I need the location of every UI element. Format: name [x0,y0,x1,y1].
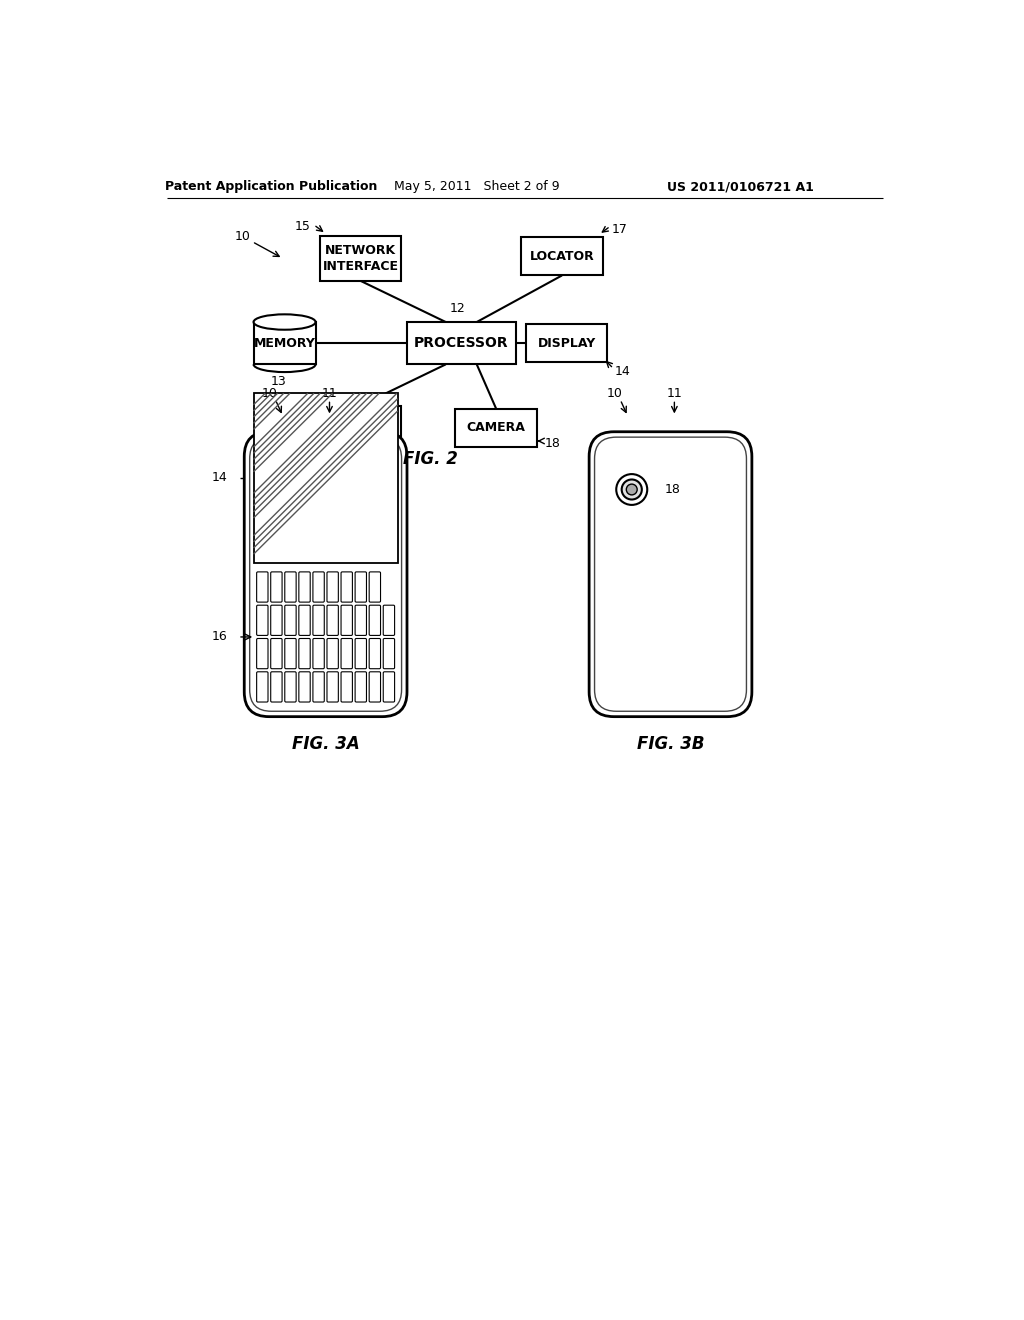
FancyBboxPatch shape [257,572,268,602]
Text: 16: 16 [211,631,227,643]
FancyBboxPatch shape [257,639,268,669]
Text: NETWORK: NETWORK [325,244,396,257]
Bar [526,323,607,363]
FancyBboxPatch shape [285,572,296,602]
FancyBboxPatch shape [313,572,325,602]
FancyBboxPatch shape [383,672,394,702]
FancyBboxPatch shape [285,672,296,702]
FancyBboxPatch shape [355,639,367,669]
Circle shape [622,479,642,499]
FancyBboxPatch shape [341,672,352,702]
FancyBboxPatch shape [355,605,367,635]
Text: 18: 18 [545,437,560,450]
Text: US 2011/0106721 A1: US 2011/0106721 A1 [667,181,814,194]
Text: CAMERA: CAMERA [467,421,525,434]
Bar [456,409,537,447]
Circle shape [627,484,637,495]
FancyBboxPatch shape [327,605,338,635]
Text: 14: 14 [211,471,227,484]
FancyBboxPatch shape [313,672,325,702]
Text: 18: 18 [665,483,680,496]
FancyBboxPatch shape [270,672,282,702]
FancyBboxPatch shape [245,432,407,717]
FancyBboxPatch shape [299,605,310,635]
FancyBboxPatch shape [285,639,296,669]
FancyBboxPatch shape [313,605,325,635]
Bar [521,238,603,276]
Text: 11: 11 [667,387,682,400]
Bar [254,393,397,562]
FancyBboxPatch shape [589,432,752,717]
Text: May 5, 2011   Sheet 2 of 9: May 5, 2011 Sheet 2 of 9 [394,181,559,194]
FancyBboxPatch shape [285,605,296,635]
Text: INTERFACE: INTERFACE [323,260,398,273]
FancyBboxPatch shape [383,639,394,669]
Bar [319,236,401,281]
Text: 17: 17 [611,223,628,236]
Text: DEVICE: DEVICE [335,429,386,442]
FancyBboxPatch shape [370,639,381,669]
FancyBboxPatch shape [313,639,325,669]
FancyBboxPatch shape [270,639,282,669]
FancyBboxPatch shape [327,572,338,602]
Text: 12: 12 [450,302,465,314]
Bar [254,322,315,364]
Text: LOCATOR: LOCATOR [529,249,594,263]
FancyBboxPatch shape [327,672,338,702]
FancyBboxPatch shape [370,605,381,635]
FancyBboxPatch shape [299,639,310,669]
Text: 10: 10 [262,387,278,400]
Text: 11: 11 [322,387,337,400]
Text: INPUT: INPUT [339,413,382,426]
FancyBboxPatch shape [355,672,367,702]
Bar [319,405,401,450]
Circle shape [616,474,647,504]
FancyBboxPatch shape [299,572,310,602]
FancyBboxPatch shape [299,672,310,702]
FancyBboxPatch shape [270,572,282,602]
Text: PROCESSOR: PROCESSOR [414,337,509,350]
FancyBboxPatch shape [327,639,338,669]
Text: Patent Application Publication: Patent Application Publication [165,181,378,194]
Text: FIG. 3B: FIG. 3B [637,735,705,752]
Text: 10: 10 [234,231,251,243]
FancyBboxPatch shape [250,437,401,711]
FancyBboxPatch shape [257,605,268,635]
FancyBboxPatch shape [355,572,367,602]
FancyBboxPatch shape [383,605,394,635]
Ellipse shape [254,314,315,330]
Text: 10: 10 [607,387,623,400]
Text: 15: 15 [295,220,310,234]
Text: MEMORY: MEMORY [254,337,315,350]
FancyBboxPatch shape [370,672,381,702]
Text: DISPLAY: DISPLAY [538,337,596,350]
Text: FIG. 3A: FIG. 3A [292,735,359,752]
FancyBboxPatch shape [595,437,746,711]
FancyBboxPatch shape [270,605,282,635]
FancyBboxPatch shape [257,672,268,702]
Text: 14: 14 [615,366,631,379]
FancyBboxPatch shape [341,639,352,669]
Bar [407,322,515,364]
Text: 13: 13 [270,375,287,388]
FancyBboxPatch shape [341,572,352,602]
FancyBboxPatch shape [370,572,381,602]
Text: FIG. 2: FIG. 2 [402,450,458,467]
FancyBboxPatch shape [341,605,352,635]
Text: 16: 16 [295,433,310,446]
